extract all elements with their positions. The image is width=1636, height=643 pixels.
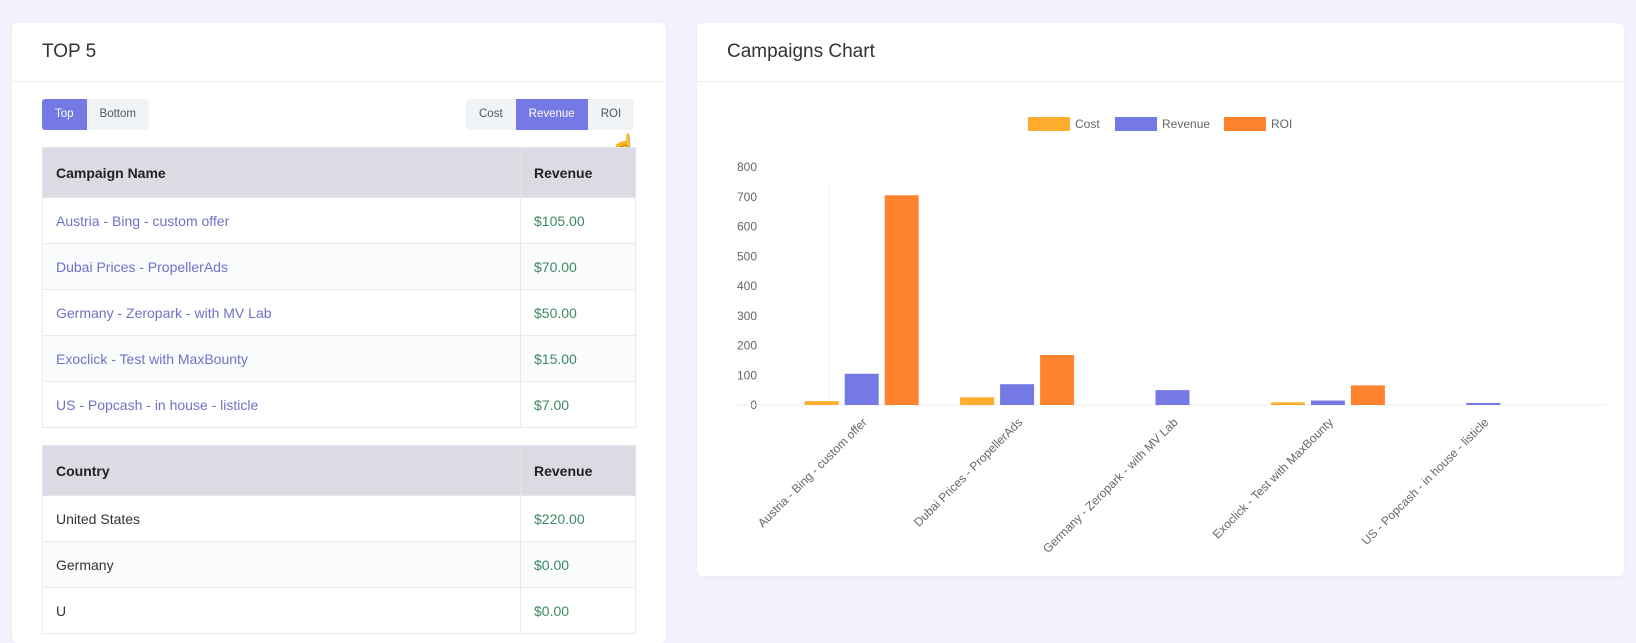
- revenue-cell: $50.00: [520, 289, 636, 336]
- top5-card: TOP 5 Top Bottom Cost Revenue ROI ☝ Camp…: [12, 23, 666, 643]
- y-tick-label: 300: [737, 309, 757, 323]
- x-tick-label: Austria - Bing - custom offer: [755, 415, 870, 530]
- y-tick-label: 800: [737, 160, 757, 174]
- table-row: Exoclick - Test with MaxBounty $15.00: [42, 335, 636, 382]
- campaigns-chart: Cost Revenue ROI0100200300400500600700800A…: [737, 117, 1606, 556]
- campaign-link[interactable]: Dubai Prices - PropellerAds: [56, 258, 228, 275]
- bar-cost[interactable]: [1270, 402, 1305, 405]
- campaigns-chart-card: Campaigns Chart Cost Revenue ROI 0 100 200 300…: [697, 23, 1624, 576]
- name-cell: United States: [42, 495, 521, 542]
- y-tick-label: 500: [737, 249, 757, 263]
- top-button[interactable]: Top: [42, 99, 87, 130]
- bar-revenue[interactable]: [1000, 384, 1035, 405]
- legend-label: Revenue: [1162, 117, 1210, 131]
- x-tick-label: Exoclick - Test with MaxBounty: [1210, 415, 1336, 541]
- metric-toggle: Cost Revenue ROI: [466, 99, 635, 130]
- roi-button[interactable]: ROI: [587, 99, 635, 130]
- bar-cost[interactable]: [960, 397, 995, 405]
- table-row: U $0.00: [42, 587, 636, 634]
- table-row: Austria - Bing - custom offer $105.00: [42, 197, 636, 244]
- card-title: Campaigns Chart: [697, 23, 1624, 82]
- column-header: Revenue: [520, 445, 636, 496]
- y-tick-label: 700: [737, 190, 757, 204]
- campaign-link[interactable]: Germany - Zeropark - with MV Lab: [56, 304, 272, 321]
- revenue-cell: $15.00: [520, 335, 636, 382]
- revenue-cell: $220.00: [520, 495, 636, 542]
- bar-roi[interactable]: [1040, 355, 1075, 405]
- table-row: Germany - Zeropark - with MV Lab $50.00: [42, 289, 636, 336]
- legend-swatch: [1224, 117, 1266, 131]
- revenue-cell: $0.00: [520, 587, 636, 634]
- legend-label: ROI: [1271, 117, 1292, 131]
- name-cell: Germany: [42, 541, 521, 588]
- revenue-cell: $7.00: [520, 381, 636, 428]
- name-cell: Exoclick - Test with MaxBounty: [42, 335, 521, 382]
- bar-revenue[interactable]: [844, 373, 879, 405]
- column-header: Country: [42, 445, 521, 496]
- name-cell: US - Popcash - in house - listicle: [42, 381, 521, 428]
- x-tick-label: US - Popcash - in house - listicle: [1359, 415, 1492, 548]
- table-row: Dubai Prices - PropellerAds $70.00: [42, 243, 636, 290]
- legend-swatch: [1028, 117, 1070, 131]
- order-toggle: Top Bottom: [42, 99, 149, 130]
- x-tick-label: Germany - Zeropark - with MV Lab: [1040, 415, 1181, 556]
- revenue-cell: $0.00: [520, 541, 636, 588]
- column-header: Campaign Name: [42, 147, 521, 198]
- name-cell: Dubai Prices - PropellerAds: [42, 243, 521, 290]
- card-title: TOP 5: [12, 23, 666, 82]
- name-cell: Germany - Zeropark - with MV Lab: [42, 289, 521, 336]
- y-tick-label: 200: [737, 339, 757, 353]
- legend-swatch: [1115, 117, 1157, 131]
- campaign-link[interactable]: Austria - Bing - custom offer: [56, 212, 230, 229]
- name-cell: U: [42, 587, 521, 634]
- table-row: US - Popcash - in house - listicle $7.00: [42, 381, 636, 428]
- campaign-link[interactable]: Exoclick - Test with MaxBounty: [56, 350, 248, 367]
- x-tick-label: Dubai Prices - PropellerAds: [911, 415, 1025, 529]
- campaign-link[interactable]: US - Popcash - in house - listicle: [56, 396, 259, 413]
- legend-label: Cost: [1075, 117, 1100, 131]
- revenue-button[interactable]: Revenue: [515, 99, 588, 130]
- campaigns-table: Campaign Name Revenue Austria - Bing - cu…: [42, 147, 636, 428]
- bar-revenue[interactable]: [1310, 400, 1345, 405]
- bottom-button[interactable]: Bottom: [86, 99, 149, 130]
- y-tick-label: 600: [737, 220, 757, 234]
- y-tick-label: 100: [737, 368, 757, 382]
- name-cell: Austria - Bing - custom offer: [42, 197, 521, 244]
- bar-cost[interactable]: [804, 401, 839, 405]
- revenue-cell: $70.00: [520, 243, 636, 290]
- countries-table: Country Revenue United States $220.00 Germa…: [42, 445, 636, 634]
- table-row: Germany $0.00: [42, 541, 636, 588]
- y-tick-label: 400: [737, 279, 757, 293]
- cost-button[interactable]: Cost: [466, 99, 516, 130]
- bar-roi[interactable]: [884, 195, 919, 405]
- bar-roi[interactable]: [1350, 385, 1385, 405]
- bar-revenue[interactable]: [1466, 402, 1501, 405]
- table-row: United States $220.00: [42, 495, 636, 542]
- bar-revenue[interactable]: [1155, 390, 1190, 405]
- column-header: Revenue: [520, 147, 636, 198]
- revenue-cell: $105.00: [520, 197, 636, 244]
